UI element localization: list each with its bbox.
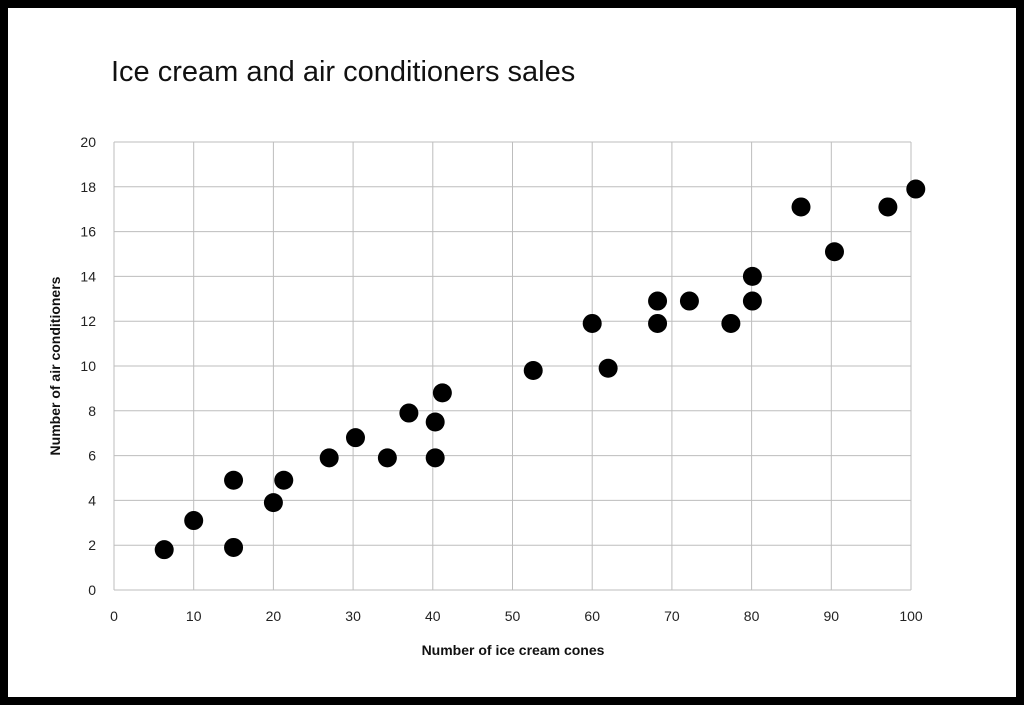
x-tick-label: 10	[186, 608, 202, 624]
y-tick-label: 2	[88, 537, 96, 553]
scatter-point	[679, 291, 699, 311]
y-tick-label: 0	[88, 582, 96, 598]
x-tick-label: 30	[345, 608, 361, 624]
scatter-point	[582, 313, 602, 333]
scatter-point	[184, 511, 204, 531]
y-tick-label: 20	[80, 134, 96, 150]
y-axis-title: Number of air conditioners	[47, 276, 63, 455]
x-tick-label: 90	[824, 608, 840, 624]
x-tick-label: 100	[899, 608, 923, 624]
y-tick-label: 16	[80, 224, 96, 240]
scatter-point	[399, 403, 419, 423]
y-tick-label: 6	[88, 448, 96, 464]
scatter-point	[878, 197, 898, 217]
y-tick-label: 4	[88, 492, 96, 508]
x-tick-label: 80	[744, 608, 760, 624]
x-axis-title: Number of ice cream cones	[422, 642, 605, 658]
scatter-point	[224, 470, 244, 490]
scatter-point	[824, 242, 844, 262]
scatter-point	[523, 360, 543, 380]
scatter-point	[425, 412, 445, 432]
y-tick-label: 10	[80, 358, 96, 374]
y-tick-label: 12	[80, 313, 96, 329]
scatter-point	[154, 540, 174, 560]
scatter-point	[432, 383, 452, 403]
scatter-point	[648, 291, 668, 311]
scatter-point	[791, 197, 811, 217]
data-points	[154, 179, 926, 560]
x-tick-label: 20	[266, 608, 282, 624]
scatter-point	[742, 291, 762, 311]
x-tick-labels: 0 10 20 30 40 50 60 70 80 90 100	[110, 608, 923, 624]
scatter-point	[742, 266, 762, 286]
x-tick-label: 40	[425, 608, 441, 624]
x-tick-label: 60	[584, 608, 600, 624]
y-tick-label: 8	[88, 403, 96, 419]
scatter-point	[345, 428, 365, 448]
chart-title: Ice cream and air conditioners sales	[111, 56, 575, 88]
scatter-point	[224, 537, 244, 557]
scatter-point	[263, 493, 283, 513]
scatter-point	[425, 448, 445, 468]
y-tick-labels: 0 2 4 6 8 10 12 14 16 18 20	[80, 134, 96, 598]
scatter-point	[648, 313, 668, 333]
scatter-point	[598, 358, 618, 378]
scatter-point	[721, 313, 741, 333]
y-tick-label: 18	[80, 179, 96, 195]
scatter-point	[319, 448, 339, 468]
x-tick-label: 50	[505, 608, 521, 624]
y-tick-label: 14	[80, 268, 96, 284]
scatter-point	[274, 470, 294, 490]
grid-lines	[113, 141, 912, 591]
x-tick-label: 0	[110, 608, 118, 624]
scatter-point	[377, 448, 397, 468]
x-tick-label: 70	[664, 608, 680, 624]
scatter-point	[906, 179, 926, 199]
